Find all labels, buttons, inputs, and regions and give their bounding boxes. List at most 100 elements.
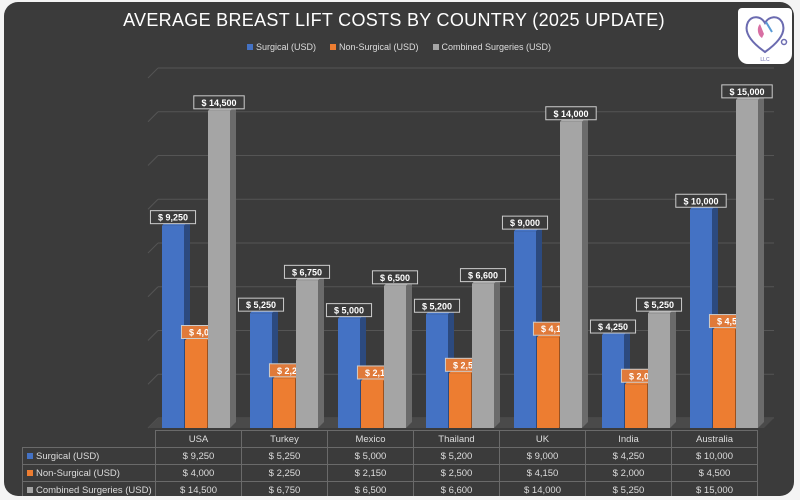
table-cell: $ 5,000 xyxy=(327,447,414,465)
bar-side xyxy=(318,274,324,428)
table-cell: $ 9,250 xyxy=(155,447,242,465)
bar-uk-2 xyxy=(560,121,582,428)
row-header: Surgical (USD) xyxy=(22,447,156,465)
bar-thailand-0 xyxy=(426,314,448,428)
data-label: $ 14,000 xyxy=(553,109,588,119)
bar-side xyxy=(582,115,588,428)
bar-side xyxy=(494,277,500,428)
category-label: India xyxy=(585,430,672,448)
legend-label: Combined Surgeries (USD) xyxy=(441,42,552,52)
data-label: $ 15,000 xyxy=(729,87,764,97)
category-label: Turkey xyxy=(241,430,328,448)
bar-turkey-2 xyxy=(296,280,318,428)
table-cell: $ 14,500 xyxy=(155,481,242,496)
data-label: $ 4,500 xyxy=(717,317,747,327)
data-label: $ 9,250 xyxy=(158,213,188,223)
data-label: $ 4,150 xyxy=(541,324,571,334)
table-cell: $ 14,000 xyxy=(499,481,586,496)
data-label-box xyxy=(193,95,245,110)
chart-frame: AVERAGE BREAST LIFT COSTS BY COUNTRY (20… xyxy=(4,2,794,496)
gridline-left xyxy=(147,67,159,79)
data-label-box xyxy=(545,106,597,121)
data-label-box xyxy=(675,193,727,208)
bar-australia-1 xyxy=(713,329,735,428)
gridline-left xyxy=(147,286,159,298)
gridline-left xyxy=(147,373,159,385)
table-cell: $ 4,000 xyxy=(155,464,242,482)
data-label: $ 4,000 xyxy=(189,328,219,338)
data-label: $ 2,150 xyxy=(365,368,395,378)
legend-swatch xyxy=(27,452,33,459)
row-header: Combined Surgeries (USD) xyxy=(22,481,156,496)
svg-text:LLC: LLC xyxy=(760,57,770,63)
table-cell: $ 2,150 xyxy=(327,464,414,482)
bar-side xyxy=(758,93,764,428)
table-cell: $ 6,500 xyxy=(327,481,414,496)
bar-thailand-1 xyxy=(449,373,471,428)
legend-item: Surgical (USD) xyxy=(246,42,316,52)
legend-swatch xyxy=(27,469,33,476)
data-label: $ 14,500 xyxy=(201,98,236,108)
data-label-box xyxy=(501,215,549,230)
bar-side xyxy=(670,307,676,428)
data-label-box xyxy=(721,84,773,99)
data-label-box xyxy=(371,270,419,285)
data-label: $ 5,250 xyxy=(246,300,276,310)
legend-label: Non-Surgical (USD) xyxy=(338,42,419,52)
data-label-box xyxy=(237,297,285,312)
bar-india-1 xyxy=(625,384,647,428)
chart-title: AVERAGE BREAST LIFT COSTS BY COUNTRY (20… xyxy=(123,10,665,30)
bar-turkey-0 xyxy=(250,313,272,428)
table-row: Combined Surgeries (USD) $ 14,500 $ 6,750 $… xyxy=(22,481,758,496)
bar-india-2 xyxy=(648,313,670,428)
table-cell: $ 4,500 xyxy=(671,464,758,482)
data-label: $ 6,500 xyxy=(380,273,410,283)
data-label-box xyxy=(283,264,331,279)
table-cell: $ 5,200 xyxy=(413,447,500,465)
table-row: Surgical (USD) $ 9,250 $ 5,250 $ 5,000 $ 5,2… xyxy=(22,447,758,465)
data-label-box xyxy=(635,297,683,312)
series-name: Combined Surgeries (USD) xyxy=(36,484,152,496)
bar-usa-1 xyxy=(185,340,207,428)
legend-item: Combined Surgeries (USD) xyxy=(432,42,552,52)
row-header: Non-Surgical (USD) xyxy=(22,464,156,482)
series-name: Non-Surgical (USD) xyxy=(36,467,120,479)
data-table: USA Turkey Mexico Thailand UK India Australia S… xyxy=(22,430,758,496)
data-label: $ 5,200 xyxy=(422,301,452,311)
chart-plot: $ 9,250 $ 4,000 $ 14,500 $ 5,250 $ 2,250 $ 6,… xyxy=(147,67,774,429)
heart-stethoscope-logo-icon: LLC xyxy=(745,16,788,63)
bar-mexico-2 xyxy=(384,285,406,428)
bar-turkey-1 xyxy=(273,378,295,428)
data-label: $ 6,600 xyxy=(468,271,498,281)
data-label: $ 5,000 xyxy=(334,306,364,316)
bar-australia-2 xyxy=(736,99,758,428)
table-cell: $ 4,150 xyxy=(499,464,586,482)
legend-item: Non-Surgical (USD) xyxy=(329,42,419,52)
legend-swatch xyxy=(329,44,336,50)
gridline-left xyxy=(147,111,159,123)
legend-swatch xyxy=(246,44,253,50)
table-cell: $ 10,000 xyxy=(671,447,758,465)
table-cell: $ 9,000 xyxy=(499,447,586,465)
data-label-box xyxy=(589,319,637,334)
data-label-box xyxy=(459,268,507,283)
data-label: $ 2,000 xyxy=(629,371,659,381)
category-label: Mexico xyxy=(327,430,414,448)
gridline-left xyxy=(147,242,159,254)
data-label: $ 4,250 xyxy=(598,322,628,332)
category-label: Australia xyxy=(671,430,758,448)
data-label-box xyxy=(413,298,461,313)
bar-australia-0 xyxy=(690,209,712,428)
data-label: $ 5,250 xyxy=(644,300,674,310)
table-cell: $ 6,600 xyxy=(413,481,500,496)
bar-usa-0 xyxy=(162,225,184,428)
category-label: UK xyxy=(499,430,586,448)
data-label: $ 2,500 xyxy=(453,360,483,370)
legend-label: Surgical (USD) xyxy=(255,42,316,52)
gridline-left xyxy=(147,198,159,210)
bar-usa-2 xyxy=(208,110,230,428)
table-cell: $ 6,750 xyxy=(241,481,328,496)
bar-thailand-2 xyxy=(472,283,494,428)
data-label: $ 2,250 xyxy=(277,366,307,376)
legend-swatch xyxy=(432,44,439,50)
